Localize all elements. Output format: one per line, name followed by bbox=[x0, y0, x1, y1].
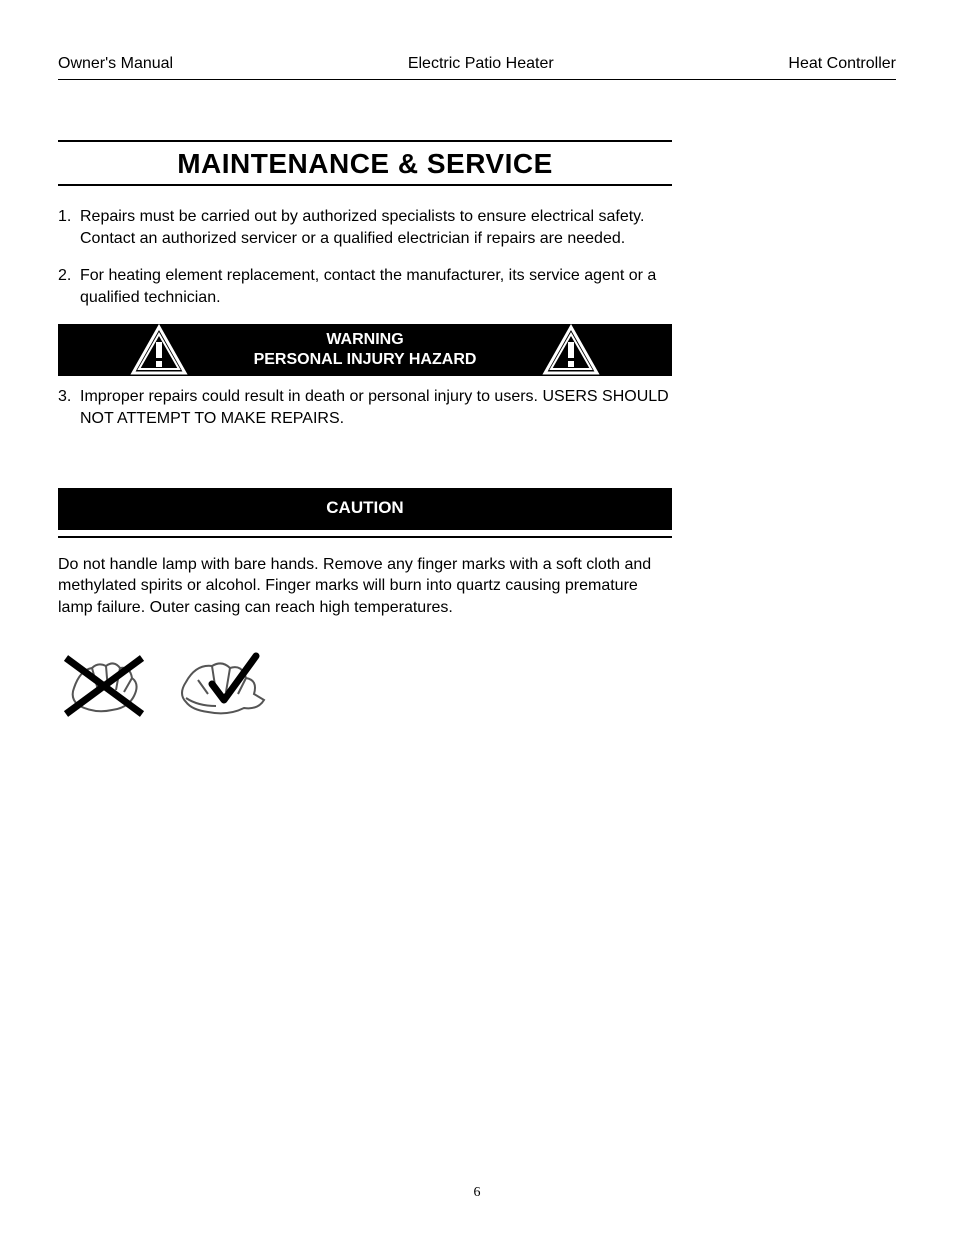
list-item: 1. Repairs must be carried out by author… bbox=[58, 206, 672, 249]
header-left: Owner's Manual bbox=[58, 55, 173, 73]
warning-line2: PERSONAL INJURY HAZARD bbox=[254, 350, 477, 370]
list-item-number: 2. bbox=[58, 265, 80, 308]
instruction-list: 1. Repairs must be carried out by author… bbox=[58, 206, 672, 308]
bare-hand-crossed-icon bbox=[58, 650, 150, 727]
list-item-number: 3. bbox=[58, 386, 80, 429]
warning-text: WARNING PERSONAL INJURY HAZARD bbox=[254, 330, 477, 370]
warning-triangle-icon bbox=[542, 324, 600, 381]
gloved-hand-check-icon bbox=[168, 650, 268, 727]
instruction-list-after-warning: 3. Improper repairs could result in deat… bbox=[58, 386, 672, 429]
list-item-text: Repairs must be carried out by authorize… bbox=[80, 206, 672, 249]
warning-triangle-icon bbox=[130, 324, 188, 381]
header-right: Heat Controller bbox=[788, 55, 896, 73]
section-title-bar: MAINTENANCE & SERVICE bbox=[58, 140, 672, 186]
caution-label: CAUTION bbox=[326, 498, 403, 517]
list-item-text: Improper repairs could result in death o… bbox=[80, 386, 672, 429]
list-item-text: For heating element replacement, contact… bbox=[80, 265, 672, 308]
hand-illustrations bbox=[58, 650, 672, 727]
content-column: MAINTENANCE & SERVICE 1. Repairs must be… bbox=[58, 140, 672, 727]
list-item-number: 1. bbox=[58, 206, 80, 249]
list-item: 2. For heating element replacement, cont… bbox=[58, 265, 672, 308]
caution-text: Do not handle lamp with bare hands. Remo… bbox=[58, 554, 672, 619]
caution-banner: CAUTION bbox=[58, 488, 672, 530]
page-number: 6 bbox=[0, 1185, 954, 1201]
list-item: 3. Improper repairs could result in deat… bbox=[58, 386, 672, 429]
page-header: Owner's Manual Electric Patio Heater Hea… bbox=[58, 55, 896, 80]
warning-line1: WARNING bbox=[254, 330, 477, 350]
section-title: MAINTENANCE & SERVICE bbox=[58, 148, 672, 180]
warning-banner: WARNING PERSONAL INJURY HAZARD bbox=[58, 324, 672, 376]
header-center: Electric Patio Heater bbox=[408, 55, 554, 73]
